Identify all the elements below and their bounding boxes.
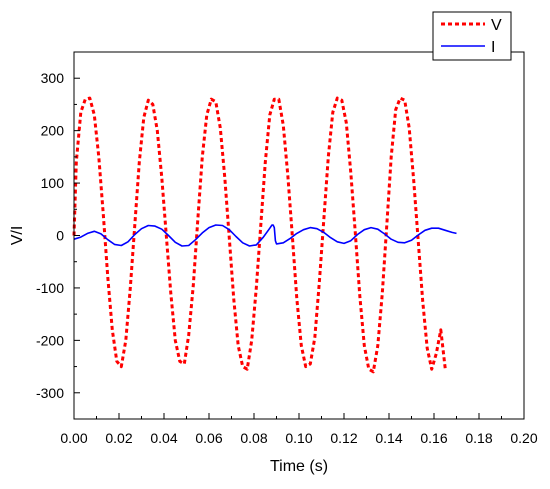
y-axis-title: V/I <box>9 226 26 246</box>
x-tick-label: 0.12 <box>330 430 357 446</box>
y-axis: 300 200 100 0 -100 -200 -300 <box>36 51 80 420</box>
y-tick-label: 100 <box>41 175 65 191</box>
x-tick-label: 0.10 <box>285 430 312 446</box>
series-line-v <box>72 96 447 374</box>
legend: V I <box>432 11 512 61</box>
x-axis: 0.00 0.02 0.04 0.06 0.08 0.10 0.12 0.14 0.16 0.18… <box>60 413 538 446</box>
y-tick-label: 300 <box>41 70 65 86</box>
y-tick-label: 0 <box>56 228 64 244</box>
x-tick-label: 0.04 <box>150 430 177 446</box>
x-axis-title: Time (s) <box>270 458 328 475</box>
y-tick-label: -100 <box>36 280 64 296</box>
plot-lines <box>72 96 457 374</box>
x-tick-label: 0.08 <box>240 430 267 446</box>
legend-box <box>432 11 512 61</box>
x-tick-label: 0.02 <box>105 430 132 446</box>
y-tick-label: -200 <box>36 332 64 348</box>
x-tick-label: 0.20 <box>510 430 537 446</box>
x-tick-label: 0.16 <box>420 430 447 446</box>
plot-area-frame <box>73 51 525 420</box>
y-tick-label: 200 <box>41 123 65 139</box>
x-tick-label: 0.14 <box>375 430 402 446</box>
x-tick-label: 0.18 <box>465 430 492 446</box>
series-line-i <box>73 224 457 247</box>
x-tick-label: 0.06 <box>195 430 222 446</box>
x-tick-label: 0.00 <box>60 430 87 446</box>
legend-label-i: I <box>491 39 495 56</box>
legend-label-v: V <box>491 17 502 34</box>
y-tick-label: -300 <box>36 385 64 401</box>
